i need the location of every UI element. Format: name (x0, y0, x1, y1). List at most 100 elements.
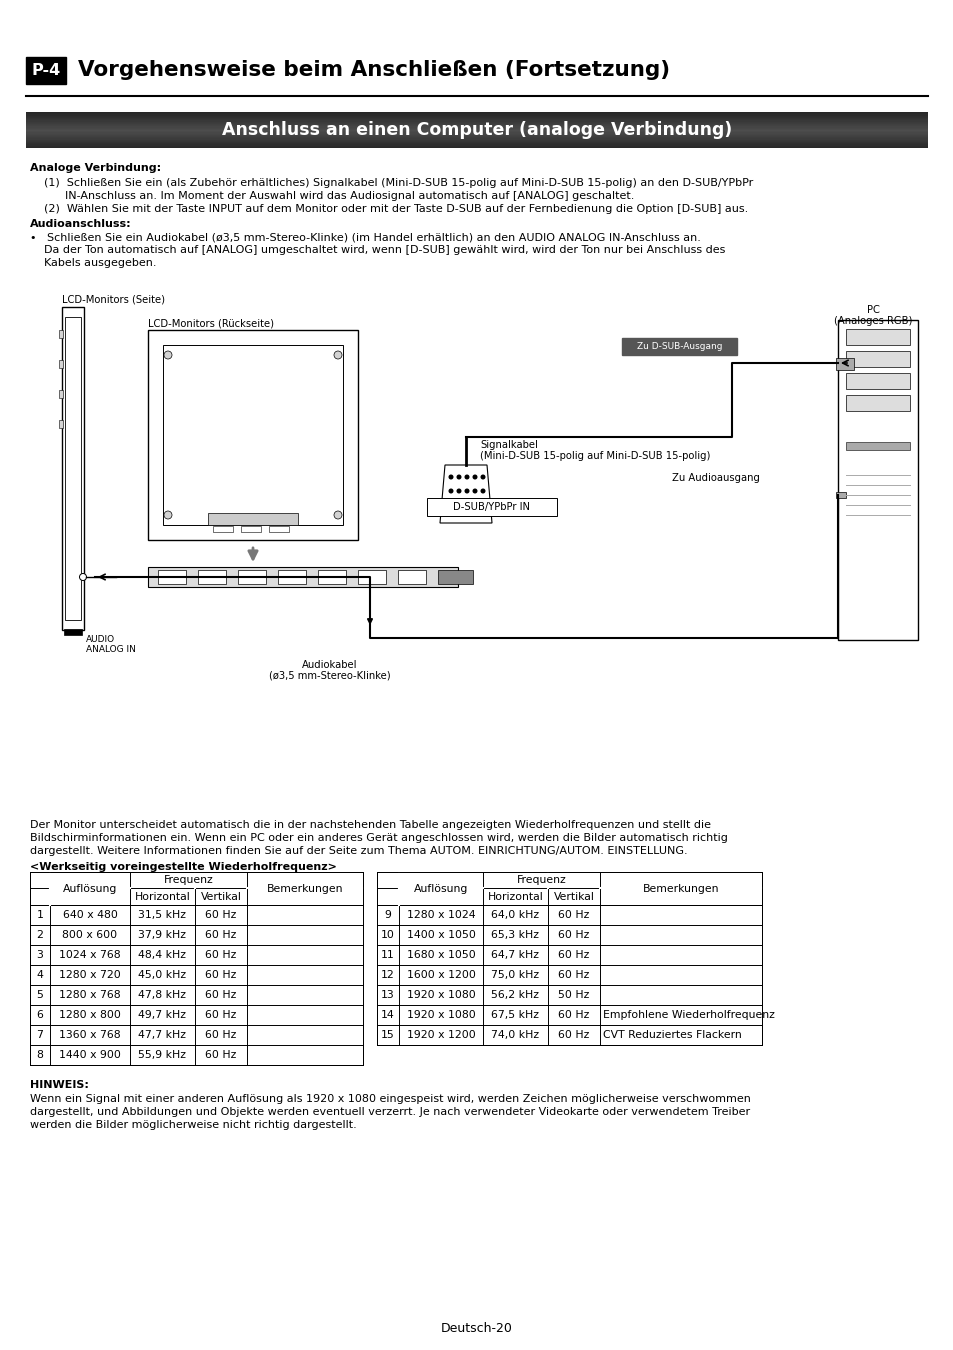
Text: 64,0 kHz: 64,0 kHz (491, 910, 539, 919)
Text: 60 Hz: 60 Hz (205, 910, 236, 919)
Circle shape (164, 512, 172, 518)
Text: CVT Reduziertes Flackern: CVT Reduziertes Flackern (602, 1030, 741, 1040)
Text: 60 Hz: 60 Hz (205, 971, 236, 980)
Text: Wenn ein Signal mit einer anderen Auflösung als 1920 x 1080 eingespeist wird, we: Wenn ein Signal mit einer anderen Auflös… (30, 1094, 750, 1104)
Text: 1280 x 800: 1280 x 800 (59, 1010, 121, 1021)
Text: 60 Hz: 60 Hz (205, 1030, 236, 1040)
Text: 15: 15 (381, 1030, 395, 1040)
Text: dargestellt. Weitere Informationen finden Sie auf der Seite zum Thema AUTOM. EIN: dargestellt. Weitere Informationen finde… (30, 846, 687, 856)
Text: 45,0 kHz: 45,0 kHz (138, 971, 187, 980)
Text: 56,2 kHz: 56,2 kHz (491, 990, 539, 1000)
Bar (64, 629, 82, 634)
Text: 3: 3 (36, 950, 44, 960)
Text: 65,3 kHz: 65,3 kHz (491, 930, 539, 940)
Text: (ø3,5 mm-Stereo-Klinke): (ø3,5 mm-Stereo-Klinke) (269, 671, 391, 680)
Text: Frequenz: Frequenz (164, 875, 213, 886)
Text: 4: 4 (36, 971, 44, 980)
Text: 67,5 kHz: 67,5 kHz (491, 1010, 539, 1021)
Text: P-4: P-4 (31, 63, 61, 78)
Text: 50 Hz: 50 Hz (558, 990, 589, 1000)
Text: PC: PC (865, 305, 879, 315)
Text: 14: 14 (381, 1010, 395, 1021)
Bar (148, 567, 457, 587)
Text: 2: 2 (36, 930, 44, 940)
Bar (59, 390, 63, 398)
Text: 800 x 600: 800 x 600 (62, 930, 117, 940)
Text: 31,5 kHz: 31,5 kHz (138, 910, 186, 919)
Text: 1440 x 900: 1440 x 900 (59, 1050, 121, 1060)
Bar (213, 526, 233, 532)
Text: 1: 1 (36, 910, 44, 919)
Bar (26, 57, 66, 84)
Text: 7: 7 (36, 1030, 44, 1040)
Bar (621, 338, 737, 355)
Text: 60 Hz: 60 Hz (205, 1050, 236, 1060)
Bar (62, 306, 84, 630)
Bar (317, 570, 346, 585)
Text: LCD-Monitors (Seite): LCD-Monitors (Seite) (62, 296, 165, 305)
Bar (158, 570, 186, 585)
Bar (357, 570, 386, 585)
Text: 64,7 kHz: 64,7 kHz (491, 950, 539, 960)
Text: Vertikal: Vertikal (200, 891, 241, 902)
Text: Zu D-SUB-Ausgang: Zu D-SUB-Ausgang (636, 342, 721, 351)
Text: Audiokabel: Audiokabel (302, 660, 357, 670)
Text: (1)  Schließen Sie ein (als Zubehör erhältliches) Signalkabel (Mini-D-SUB 15-pol: (1) Schließen Sie ein (als Zubehör erhäl… (44, 178, 753, 188)
Text: 60 Hz: 60 Hz (558, 1030, 589, 1040)
Text: HINWEIS:: HINWEIS: (30, 1080, 89, 1089)
Text: 13: 13 (381, 990, 395, 1000)
Text: 5: 5 (36, 990, 44, 1000)
Bar (59, 420, 63, 428)
Bar (837, 320, 917, 640)
Text: 1920 x 1080: 1920 x 1080 (406, 1010, 475, 1021)
Text: 60 Hz: 60 Hz (558, 930, 589, 940)
Text: 10: 10 (380, 930, 395, 940)
Bar (208, 513, 297, 525)
Text: (Mini-D-SUB 15-polig auf Mini-D-SUB 15-polig): (Mini-D-SUB 15-polig auf Mini-D-SUB 15-p… (479, 451, 710, 460)
Text: Audioanschluss:: Audioanschluss: (30, 219, 132, 230)
Text: Analoge Verbindung:: Analoge Verbindung: (30, 163, 161, 173)
Circle shape (473, 489, 476, 493)
Bar (845, 396, 909, 410)
Text: 37,9 kHz: 37,9 kHz (138, 930, 186, 940)
Text: 1600 x 1200: 1600 x 1200 (406, 971, 475, 980)
Text: 8: 8 (36, 1050, 44, 1060)
Bar (845, 373, 909, 389)
Text: 60 Hz: 60 Hz (558, 910, 589, 919)
Text: werden die Bilder möglicherweise nicht richtig dargestellt.: werden die Bilder möglicherweise nicht r… (30, 1120, 356, 1130)
Text: <Werkseitig voreingestellte Wiederholfrequenz>: <Werkseitig voreingestellte Wiederholfre… (30, 863, 336, 872)
Circle shape (465, 489, 468, 493)
Text: Vorgehensweise beim Anschließen (Fortsetzung): Vorgehensweise beim Anschließen (Fortset… (78, 61, 669, 81)
Text: Da der Ton automatisch auf [ANALOG] umgeschaltet wird, wenn [D-SUB] gewählt wird: Da der Ton automatisch auf [ANALOG] umge… (30, 244, 724, 255)
Text: Empfohlene Wiederholfrequenz: Empfohlene Wiederholfrequenz (602, 1010, 774, 1021)
Text: Der Monitor unterscheidet automatisch die in der nachstehenden Tabelle angezeigt: Der Monitor unterscheidet automatisch di… (30, 819, 710, 830)
Circle shape (473, 475, 476, 479)
Circle shape (465, 475, 468, 479)
Circle shape (334, 512, 341, 518)
Text: 6: 6 (36, 1010, 44, 1021)
Circle shape (480, 475, 484, 479)
Text: 60 Hz: 60 Hz (205, 930, 236, 940)
Circle shape (449, 504, 453, 506)
Text: 47,7 kHz: 47,7 kHz (138, 1030, 186, 1040)
Bar (163, 346, 343, 525)
Text: Bildschirminformationen ein. Wenn ein PC oder ein anderes Gerät angeschlossen wi: Bildschirminformationen ein. Wenn ein PC… (30, 833, 727, 842)
Text: 60 Hz: 60 Hz (558, 971, 589, 980)
Bar (277, 570, 306, 585)
Text: (Analoges RGB): (Analoges RGB) (833, 316, 911, 325)
Text: 640 x 480: 640 x 480 (63, 910, 117, 919)
Circle shape (456, 475, 460, 479)
Text: (2)  Wählen Sie mit der Taste INPUT auf dem Monitor oder mit der Taste D-SUB auf: (2) Wählen Sie mit der Taste INPUT auf d… (44, 204, 747, 215)
Text: 74,0 kHz: 74,0 kHz (491, 1030, 539, 1040)
Polygon shape (439, 464, 492, 522)
Text: IN-Anschluss an. Im Moment der Auswahl wird das Audiosignal automatisch auf [ANA: IN-Anschluss an. Im Moment der Auswahl w… (44, 190, 634, 201)
Bar (198, 570, 226, 585)
Text: Bemerkungen: Bemerkungen (642, 883, 719, 894)
Text: 60 Hz: 60 Hz (205, 990, 236, 1000)
Text: Anschluss an einen Computer (analoge Verbindung): Anschluss an einen Computer (analoge Ver… (222, 122, 731, 139)
Text: 1024 x 768: 1024 x 768 (59, 950, 121, 960)
Circle shape (334, 351, 341, 359)
Text: 1280 x 768: 1280 x 768 (59, 990, 121, 1000)
Circle shape (473, 504, 476, 506)
Bar (845, 329, 909, 346)
